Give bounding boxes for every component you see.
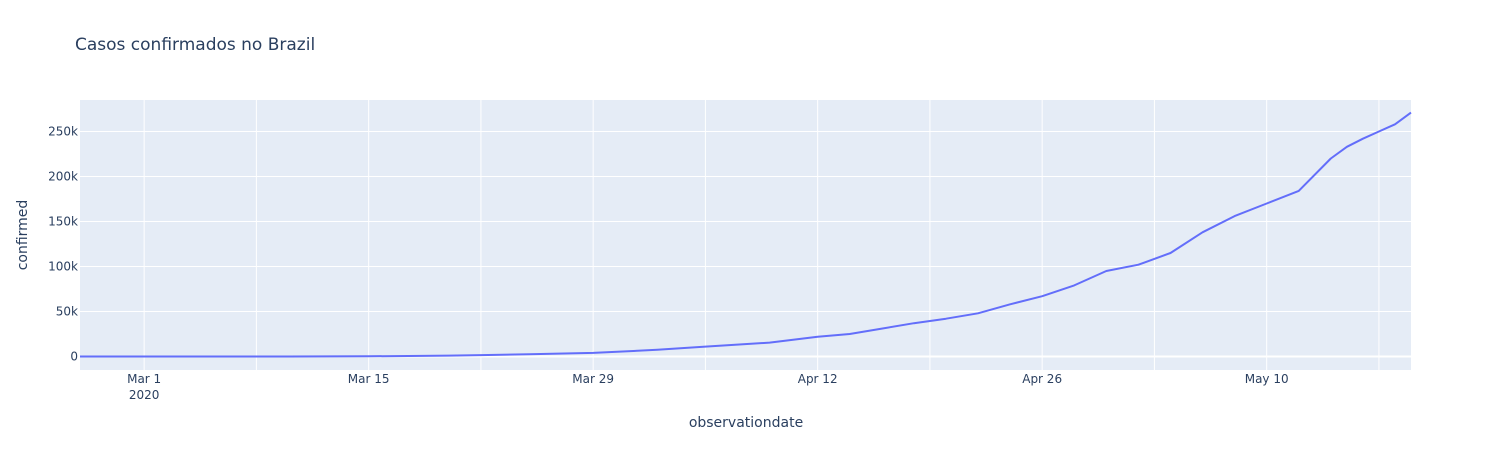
x-tick-label: May 10 xyxy=(1245,372,1289,386)
x-tick-label: Mar 29 xyxy=(572,372,614,386)
series-line xyxy=(80,111,1412,358)
x-tick-labels: Mar 1 2020 Mar 15 Mar 29 Apr 12 Apr 26 May 10 xyxy=(127,372,1289,402)
x-tick-sublabel: 2020 xyxy=(129,388,160,402)
chart-title: Casos confirmados no Brazil xyxy=(75,35,315,55)
x-tick-label: Apr 12 xyxy=(798,372,838,386)
x-axis-title: observationdate xyxy=(689,415,803,431)
y-tick-label: 150k xyxy=(48,215,78,229)
y-tick-label: 200k xyxy=(48,170,78,184)
y-tick-labels: 0 50k 100k 150k 200k 250k xyxy=(48,125,78,364)
series-layer xyxy=(80,111,1412,358)
y-axis-title: confirmed xyxy=(15,200,31,271)
y-tick-label: 100k xyxy=(48,260,78,274)
x-tick-label: Apr 26 xyxy=(1022,372,1062,386)
y-tick-label: 250k xyxy=(48,125,78,139)
y-tick-label: 0 xyxy=(70,350,78,364)
x-tick-label: Mar 15 xyxy=(348,372,390,386)
x-tick-label: Mar 1 xyxy=(127,372,161,386)
plot-area xyxy=(80,100,1411,370)
grid-lines xyxy=(80,100,1411,370)
y-tick-label: 50k xyxy=(56,305,78,319)
